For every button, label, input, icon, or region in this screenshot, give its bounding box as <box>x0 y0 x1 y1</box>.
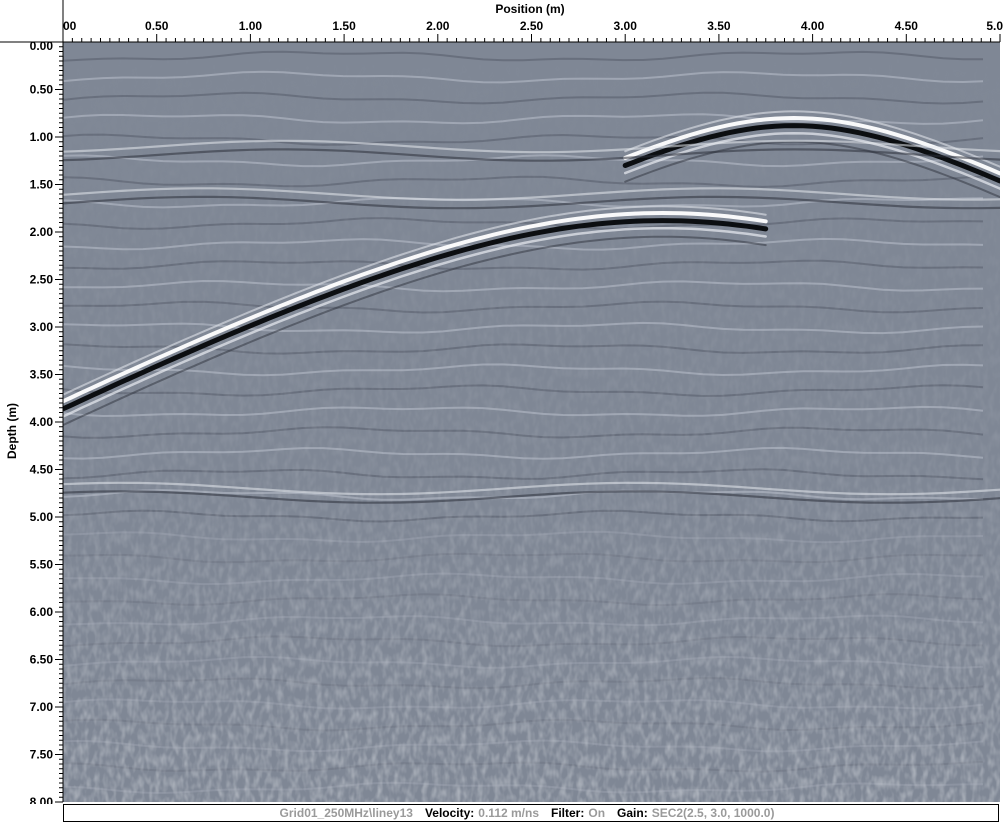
x-tick-label: 4.00 <box>801 19 825 33</box>
deep-noise <box>63 42 1000 802</box>
filter-value: On <box>588 806 606 820</box>
layer-reflector <box>63 481 1000 496</box>
y-tick-label: 2.00 <box>30 225 54 239</box>
layer-reflector <box>63 195 1000 210</box>
y-tick-label: 4.00 <box>30 415 54 429</box>
reflection-layer <box>63 42 1000 802</box>
hyperbola-reflector <box>624 110 1000 168</box>
velocity-label: Velocity: <box>424 806 475 820</box>
layer-reflector <box>63 148 1000 162</box>
gain-label: Gain: <box>617 806 648 820</box>
x-tick-label: 2.00 <box>426 19 450 33</box>
y-tick-label: 2.50 <box>30 273 54 287</box>
y-tick-label: 5.00 <box>30 510 54 524</box>
y-tick-label: 6.50 <box>30 653 54 667</box>
y-axis-title: Depth (m) <box>5 403 19 459</box>
y-tick-label: 7.50 <box>30 748 54 762</box>
hyperbola-reflector <box>63 235 767 427</box>
filter-label: Filter: <box>551 806 585 820</box>
y-tick-label: 0.00 <box>30 39 54 53</box>
file-name: Grid01_250MHz\liney13 <box>279 806 413 820</box>
hyperbola-reflector <box>63 218 769 412</box>
y-tick-label: 1.50 <box>30 178 54 192</box>
y-tick-label: 1.00 <box>30 130 54 144</box>
y-tick-label: 6.00 <box>30 605 54 619</box>
x-tick-label: 3.00 <box>614 19 638 33</box>
gain-value: SEC2(2.5, 3.0, 1000.0) <box>651 806 775 820</box>
hyperbola-reflector <box>63 226 767 418</box>
hyperbola-reflector <box>624 140 1000 199</box>
x-tick-label: 00 <box>63 19 77 33</box>
x-tick-label: 4.50 <box>895 19 919 33</box>
hyperbola-reflector <box>623 131 1000 190</box>
y-tick-label: 0.50 <box>30 83 54 97</box>
x-tick-label: 3.50 <box>707 19 731 33</box>
status-bar: Grid01_250MHz\liney13 Velocity: 0.112 m/… <box>63 804 999 822</box>
y-tick-label: 5.50 <box>30 558 54 572</box>
y-tick-label: 3.00 <box>30 320 54 334</box>
y-tick-label: 3.50 <box>30 368 54 382</box>
x-axis-title: Position (m) <box>495 2 565 16</box>
y-tick-label: 7.00 <box>30 700 54 714</box>
x-tick-label: 1.00 <box>239 19 263 33</box>
x-tick-label: 0.50 <box>145 19 169 33</box>
y-tick-label: 4.50 <box>30 463 54 477</box>
hyperbola-reflector <box>63 205 767 396</box>
velocity-value: 0.112 m/ns <box>478 806 540 820</box>
x-tick-label: 5.0 <box>986 19 1003 33</box>
radargram-plot[interactable]: 00 0.50 1.00 1.50 2.00 2.50 3.00 3.50 4.00 4.50 5.… <box>0 0 1003 804</box>
layer-reflector <box>63 139 1000 154</box>
hyperbola-reflector <box>63 210 768 404</box>
y-tick-label: 8.00 <box>30 795 54 804</box>
layer-reflector <box>63 490 1000 504</box>
layer-reflector <box>63 187 1000 201</box>
x-tick-label: 2.50 <box>520 19 544 33</box>
x-tick-label: 1.50 <box>332 19 356 33</box>
